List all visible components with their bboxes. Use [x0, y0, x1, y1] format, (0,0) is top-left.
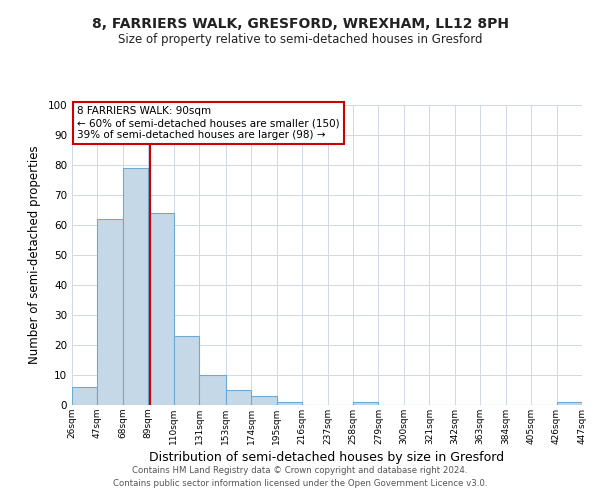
- Text: 8, FARRIERS WALK, GRESFORD, WREXHAM, LL12 8PH: 8, FARRIERS WALK, GRESFORD, WREXHAM, LL1…: [91, 18, 509, 32]
- Bar: [557, 402, 582, 405]
- Text: Contains HM Land Registry data © Crown copyright and database right 2024.
Contai: Contains HM Land Registry data © Crown c…: [113, 466, 487, 487]
- Bar: [174, 336, 199, 405]
- Bar: [72, 387, 97, 405]
- Bar: [97, 219, 123, 405]
- Bar: [251, 396, 277, 405]
- Text: 8 FARRIERS WALK: 90sqm
← 60% of semi-detached houses are smaller (150)
39% of se: 8 FARRIERS WALK: 90sqm ← 60% of semi-det…: [77, 106, 340, 140]
- Bar: [353, 402, 379, 405]
- Bar: [199, 375, 226, 405]
- X-axis label: Distribution of semi-detached houses by size in Gresford: Distribution of semi-detached houses by …: [149, 451, 505, 464]
- Bar: [148, 213, 174, 405]
- Bar: [277, 402, 302, 405]
- Y-axis label: Number of semi-detached properties: Number of semi-detached properties: [28, 146, 41, 364]
- Bar: [123, 168, 148, 405]
- Text: Size of property relative to semi-detached houses in Gresford: Size of property relative to semi-detach…: [118, 32, 482, 46]
- Bar: [226, 390, 251, 405]
